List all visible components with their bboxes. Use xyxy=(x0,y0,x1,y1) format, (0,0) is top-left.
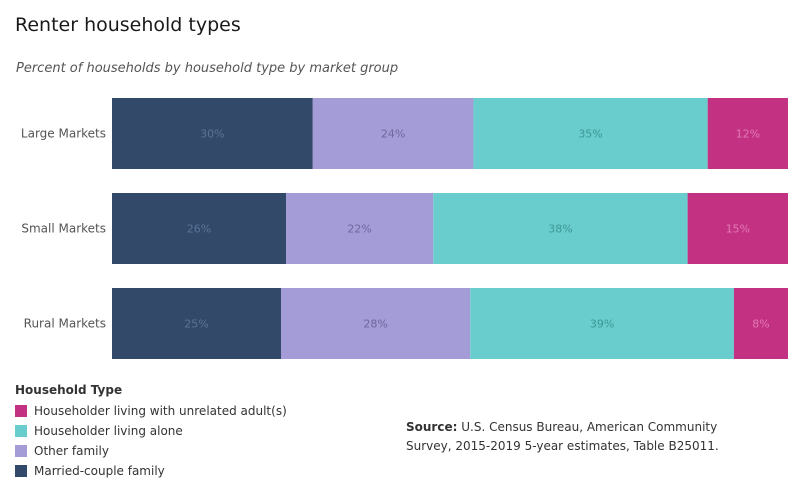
data-label: 24% xyxy=(381,128,405,141)
data-label: 28% xyxy=(363,318,387,331)
source-note: Source: U.S. Census Bureau, American Com… xyxy=(406,418,766,456)
data-label: 12% xyxy=(736,128,760,141)
bar-segment[interactable] xyxy=(112,288,281,359)
bar-segment[interactable] xyxy=(112,98,313,169)
data-label: 35% xyxy=(578,128,602,141)
legend-label: Householder living with unrelated adult(… xyxy=(34,404,287,418)
category-label: Large Markets xyxy=(21,127,106,141)
legend-swatch xyxy=(15,405,27,417)
bar-segment[interactable] xyxy=(286,193,434,264)
legend-swatch xyxy=(15,445,27,457)
category-label: Rural Markets xyxy=(24,317,106,331)
data-label: 30% xyxy=(200,128,224,141)
legend-swatch xyxy=(15,425,27,437)
bar-segment[interactable] xyxy=(433,193,688,264)
data-label: 25% xyxy=(184,318,208,331)
bar-segment[interactable] xyxy=(473,98,708,169)
stacked-bar-chart: Large Markets 30% 24% 35% 12% Small Markets 26… xyxy=(21,98,788,359)
bar-segment[interactable] xyxy=(707,98,788,169)
legend-item-living-alone[interactable]: Householder living alone xyxy=(15,421,287,441)
legend-label: Married-couple family xyxy=(34,464,165,478)
legend-item-unrelated-adults[interactable]: Householder living with unrelated adult(… xyxy=(15,401,287,421)
data-label: 39% xyxy=(590,318,614,331)
legend-label: Other family xyxy=(34,444,109,458)
bar-segment[interactable] xyxy=(470,288,734,359)
bar-segment[interactable] xyxy=(733,288,788,359)
source-text: U.S. Census Bureau, American Community S… xyxy=(406,420,719,453)
data-label: 26% xyxy=(187,223,211,236)
legend-item-other-family[interactable]: Other family xyxy=(15,441,287,461)
legend-swatch xyxy=(15,465,27,477)
data-label: 38% xyxy=(548,223,572,236)
category-label: Small Markets xyxy=(21,222,106,236)
data-label: 8% xyxy=(752,318,769,331)
bar-segment[interactable] xyxy=(312,98,474,169)
chart-title: Renter household types xyxy=(15,14,241,36)
legend: Household Type Householder living with u… xyxy=(15,383,287,481)
source-label: Source: xyxy=(406,420,458,434)
data-label: 15% xyxy=(726,223,750,236)
data-label: 22% xyxy=(347,223,371,236)
legend-title: Household Type xyxy=(15,383,123,397)
bar-segment[interactable] xyxy=(687,193,788,264)
chart-subtitle: Percent of households by household type … xyxy=(16,61,399,76)
bar-segment[interactable] xyxy=(281,288,471,359)
bar-segment[interactable] xyxy=(112,193,287,264)
legend-item-married-couple[interactable]: Married-couple family xyxy=(15,461,287,481)
legend-label: Householder living alone xyxy=(34,424,183,438)
